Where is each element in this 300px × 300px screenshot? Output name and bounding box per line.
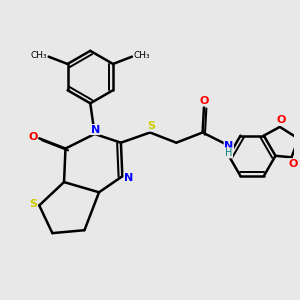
Text: O: O xyxy=(200,96,209,106)
Text: CH₃: CH₃ xyxy=(30,51,47,60)
Text: CH₃: CH₃ xyxy=(134,51,151,60)
Text: N: N xyxy=(91,124,100,135)
Text: N: N xyxy=(124,173,134,183)
Text: S: S xyxy=(29,199,38,209)
Text: S: S xyxy=(148,121,155,131)
Text: H: H xyxy=(225,148,232,158)
Text: O: O xyxy=(28,132,38,142)
Text: O: O xyxy=(277,116,286,125)
Text: O: O xyxy=(288,159,298,169)
Text: N: N xyxy=(224,141,233,151)
